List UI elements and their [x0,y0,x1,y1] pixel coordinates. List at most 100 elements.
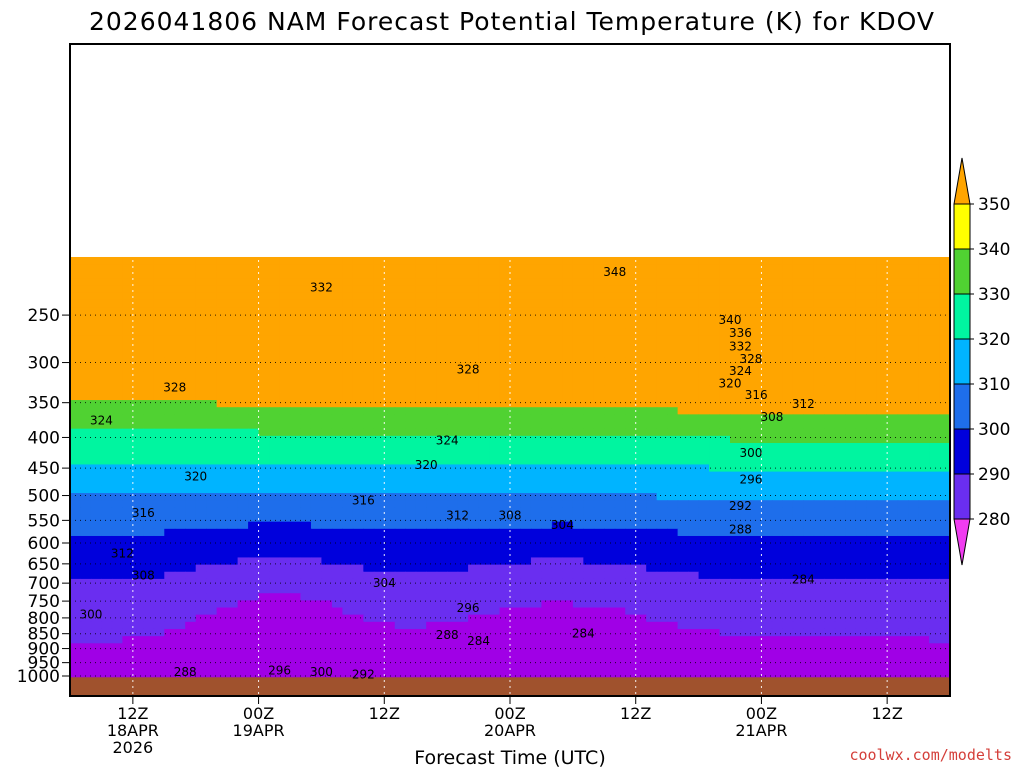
field-cell [405,342,417,351]
field-cell [384,328,396,337]
field-cell [394,400,406,408]
field-cell [101,657,113,666]
field-cell [195,321,207,330]
field-cell [279,614,291,623]
field-cell [929,285,941,294]
field-cell [70,392,82,401]
field-cell [667,457,679,466]
field-cell [227,271,239,280]
field-cell [468,535,480,544]
field-cell [667,335,679,344]
field-cell [352,285,364,294]
field-cell [656,657,668,666]
field-cell [583,450,595,458]
field-cell [583,671,595,680]
field-cell [174,414,186,423]
field-cell [269,557,281,566]
field-cell [541,514,553,523]
field-cell [614,421,626,430]
field-cell [363,292,375,301]
field-cell [719,278,731,287]
field-cell [761,564,773,573]
field-cell [248,514,260,523]
field-cell [677,643,689,652]
field-cell [447,307,459,315]
field-cell [164,378,176,387]
field-cell [929,636,941,644]
field-cell [101,349,113,358]
field-cell [782,385,794,394]
field-cell [792,550,804,559]
field-cell [730,557,742,566]
field-cell [750,428,763,437]
field-cell [750,299,763,308]
field-cell [541,643,553,652]
field-cell [384,335,396,344]
field-cell [803,478,815,487]
field-cell [248,335,260,344]
field-cell [897,535,909,544]
field-cell [321,457,333,466]
field-cell [792,256,804,265]
field-cell [677,471,689,480]
field-cell [908,671,920,680]
field-cell [415,571,427,580]
field-cell [520,535,532,544]
field-cell [269,349,281,358]
field-cell [929,514,941,523]
field-cell [551,414,563,423]
field-cell [866,543,878,551]
field-cell [866,564,878,573]
field-cell [310,485,323,494]
field-cell [698,621,710,630]
field-cell [510,471,522,480]
field-cell [625,543,637,551]
field-cell [730,600,742,609]
field-cell [80,314,92,322]
field-cell [719,650,731,659]
field-cell [593,628,605,637]
field-cell [646,364,658,373]
field-cell [939,428,950,437]
field-cell [792,392,804,401]
field-cell [908,471,920,480]
field-cell [824,657,836,666]
field-cell [719,471,731,480]
field-cell [887,557,899,566]
field-cell [122,364,134,373]
field-cell [90,528,103,537]
field-cell [918,478,930,487]
field-cell [530,586,543,594]
field-cell [279,299,291,308]
field-cell [132,278,144,287]
field-cell [792,514,804,523]
field-cell [792,478,804,487]
field-cell [698,335,710,344]
field-cell [530,478,543,487]
field-cell [331,392,343,401]
field-cell [677,671,689,680]
field-cell [122,593,134,601]
field-cell [562,407,574,415]
field-cell [855,421,867,430]
field-cell [269,457,281,466]
field-cell [855,471,867,480]
field-cell [803,364,815,373]
field-cell [750,543,763,551]
field-cell [457,457,469,466]
field-cell [206,571,218,580]
field-cell [635,586,647,594]
field-cell [897,521,909,530]
field-cell [90,535,103,544]
field-cell [185,493,197,501]
field-cell [593,421,605,430]
field-cell [803,564,815,573]
field-cell [614,278,626,287]
field-cell [216,586,228,594]
field-cell [750,607,763,616]
field-cell [426,428,438,437]
field-cell [656,364,668,373]
field-cell [761,435,773,444]
field-cell [593,285,605,294]
field-cell [667,407,679,415]
